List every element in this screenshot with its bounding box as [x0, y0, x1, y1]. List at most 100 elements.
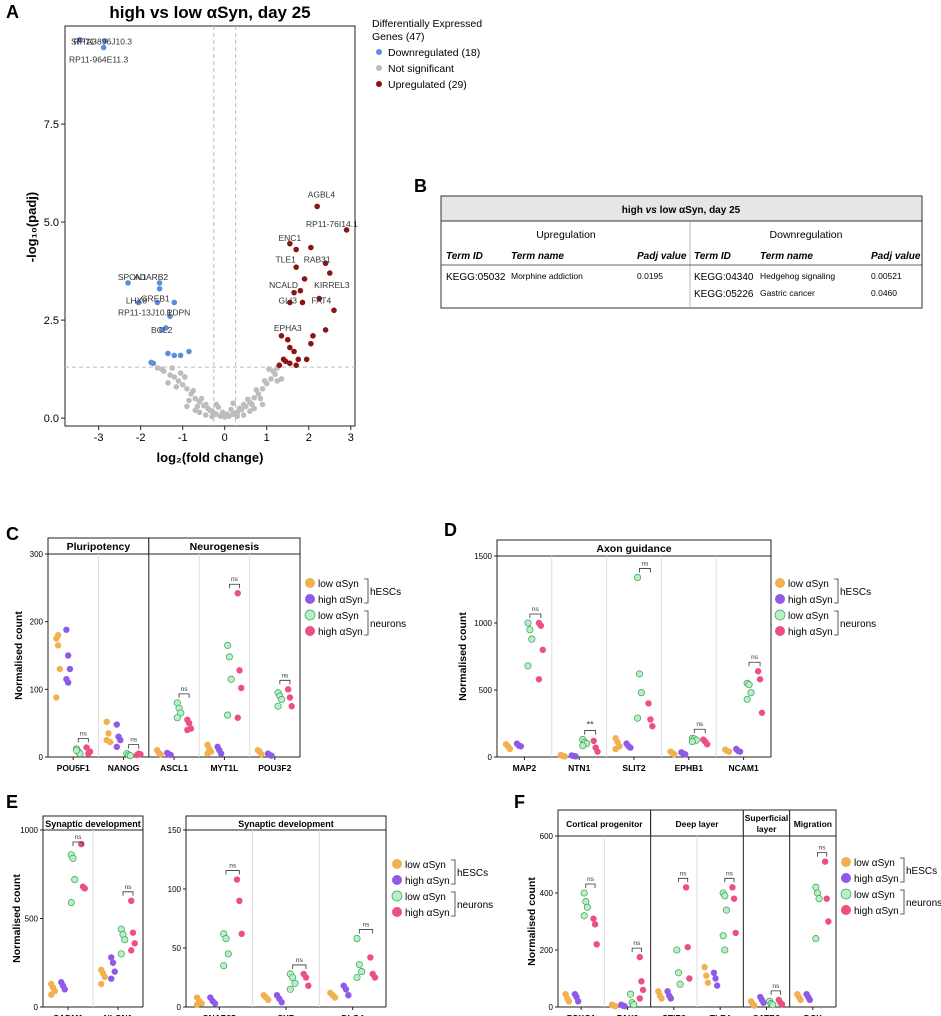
down-point: [125, 280, 131, 286]
significance-bracket: [77, 738, 89, 743]
panel-label-d: D: [444, 520, 457, 540]
sample-point-group-0: [56, 665, 64, 673]
significance-label: ns: [75, 834, 83, 841]
legend-ns-label: Not significant: [388, 63, 454, 75]
sample-point-group-2: [224, 950, 232, 958]
significance-label: ns: [772, 983, 780, 990]
y-tick-label: 50: [172, 944, 181, 953]
sample-point-group-3: [302, 974, 310, 981]
significance-bracket: [128, 744, 140, 749]
gene-label: SFTA3: [71, 37, 97, 47]
legend-swatch-1: [841, 873, 851, 883]
sample-point-group-3: [371, 974, 379, 981]
sample-point-group-1: [66, 665, 74, 673]
legend-swatch-0: [841, 857, 851, 867]
legend-label-0: low αSyn: [854, 858, 895, 869]
gene-label: GREB1: [141, 294, 170, 304]
sample-point-group-2: [722, 906, 730, 914]
legend-down-label: Downregulated (18): [388, 47, 480, 59]
sample-point-group-2: [278, 695, 286, 704]
gene-name: CTIP2: [662, 1013, 686, 1016]
sample-point-group-2: [67, 899, 75, 907]
sample-point-group-3: [537, 622, 545, 629]
row1-term-id-up: KEGG:05032: [446, 272, 506, 283]
sample-point-group-1: [278, 999, 285, 1006]
x-tick-label: 3: [348, 432, 354, 444]
significance-bracket: [178, 693, 190, 698]
sample-point-group-2: [220, 962, 228, 970]
significance-bracket: [122, 891, 134, 896]
gene-label: RAB31: [304, 254, 331, 264]
ns-point: [219, 409, 226, 416]
sample-point-group-0: [157, 751, 164, 758]
col-term-name-down: Term name: [760, 251, 813, 262]
legend-title-line1: Differentially Expressed: [372, 18, 482, 30]
significance-label: ns: [587, 876, 595, 883]
y-tick-label: 0.0: [44, 413, 59, 425]
up-point: [287, 299, 293, 306]
sample-point-group-0: [53, 694, 60, 701]
sample-point-group-2: [71, 876, 79, 884]
up-point: [276, 362, 283, 369]
legend-swatch-0: [392, 859, 402, 869]
ns-point: [240, 401, 247, 408]
significance-label: ns: [819, 845, 827, 852]
significance-bracket: [585, 883, 596, 888]
down-point: [154, 299, 161, 306]
ns-point: [192, 395, 199, 402]
sample-point-group-1: [667, 995, 675, 1002]
significance-label: ns: [231, 576, 239, 583]
sample-point-group-0: [612, 1002, 619, 1010]
significance-bracket: [678, 877, 689, 883]
sample-point-group-0: [54, 642, 62, 649]
x-tick-label: -1: [178, 432, 188, 444]
up-point: [310, 333, 316, 339]
up-point: [291, 348, 297, 355]
sample-point-group-3: [682, 884, 690, 891]
row2-term-id-down: KEGG:05226: [694, 289, 754, 300]
sample-point-group-0: [751, 1002, 758, 1009]
legend-hesc-label: hESCs: [840, 587, 871, 598]
gene-name: SLIT2: [622, 763, 645, 773]
gene-name: SATB2: [753, 1013, 781, 1016]
sample-point-group-3: [593, 941, 600, 948]
down-point: [135, 299, 142, 306]
legend-swatch-2: [391, 890, 403, 902]
facet-header-label: Synaptic development: [238, 819, 334, 829]
significance-label: ns: [281, 672, 289, 679]
legend-bracket-hesc: [834, 578, 839, 604]
panel-d-legend: low αSyn high αSyn low αSyn high αSyn hESCs n…: [774, 578, 876, 638]
y-tick-label: 0: [488, 753, 493, 762]
sample-point-group-3: [234, 714, 241, 721]
gene-name: NTN1: [568, 763, 590, 773]
significance-label: ns: [80, 731, 88, 738]
up-point: [287, 360, 293, 367]
legend-label-2: low αSyn: [854, 890, 895, 901]
sample-point-group-1: [113, 721, 120, 728]
up-point: [278, 333, 285, 339]
gene-name: MAP2: [513, 763, 537, 773]
sample-point-group-2: [635, 670, 644, 678]
up-point: [326, 270, 333, 276]
sample-point-group-1: [572, 753, 579, 760]
up-point: [291, 289, 297, 296]
gene-name: NLGN1: [104, 1013, 133, 1016]
x-tick-label: 0: [222, 432, 228, 444]
sample-point-group-3: [638, 978, 645, 985]
y-tick-label: 150: [168, 826, 182, 835]
legend-down-swatch: [376, 49, 382, 55]
sample-point-group-0: [565, 998, 573, 1005]
table-down-header: Downregulation: [770, 229, 843, 241]
sample-point-group-2: [286, 985, 294, 993]
down-point: [156, 280, 163, 286]
up-point: [301, 276, 308, 282]
sample-point-group-2: [637, 689, 645, 697]
legend-label-0: low αSyn: [788, 579, 829, 590]
significance-label: ns: [751, 654, 759, 661]
significance-label: ns: [726, 870, 734, 877]
sample-point-group-2: [812, 935, 820, 943]
gene-label: GLI3: [279, 296, 298, 306]
y-tick-label: 0: [39, 753, 44, 762]
sample-point-group-0: [797, 996, 804, 1004]
sample-point-group-0: [561, 753, 568, 760]
